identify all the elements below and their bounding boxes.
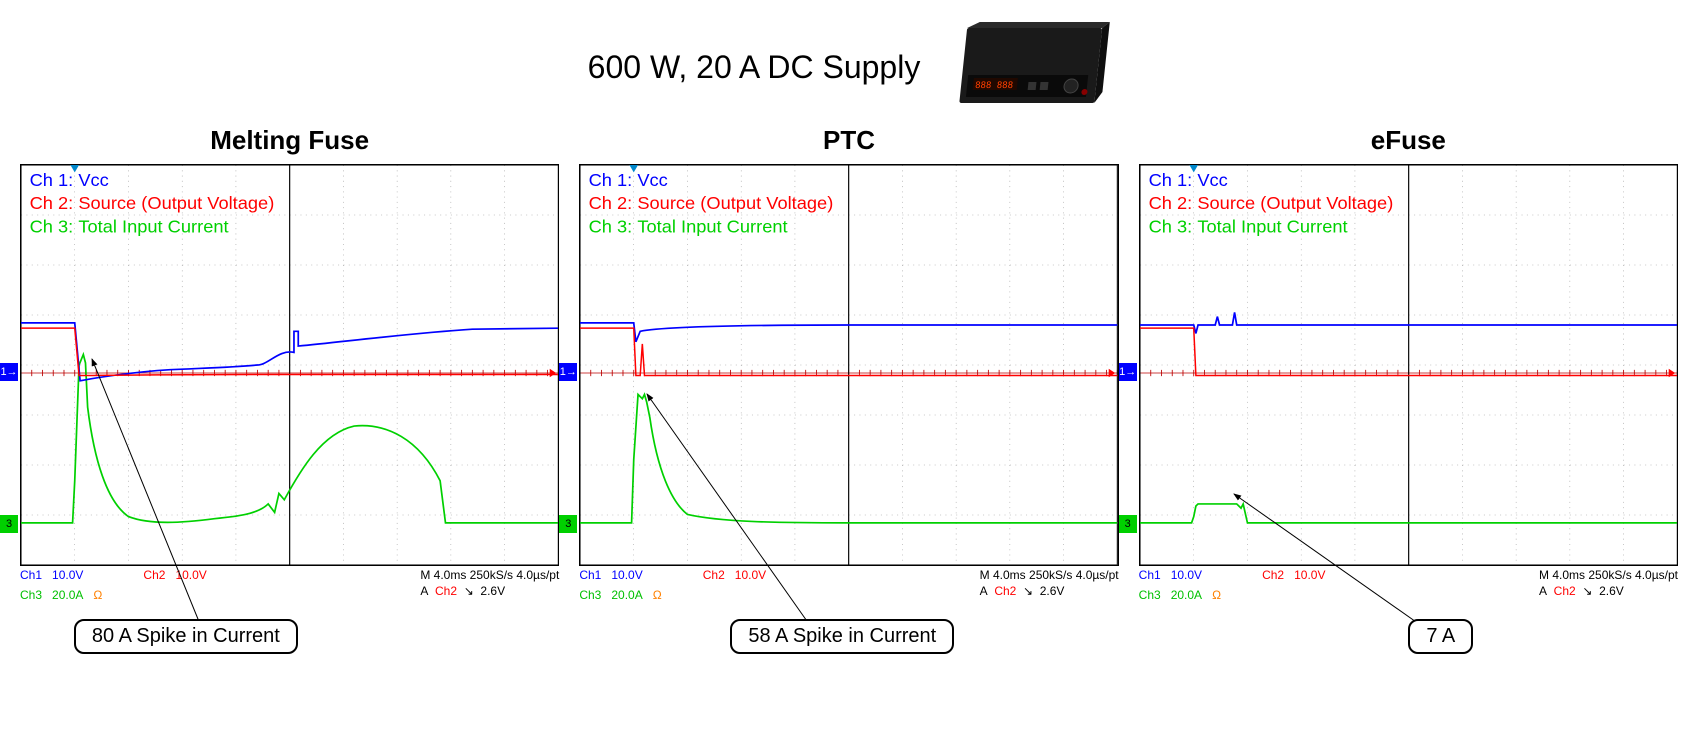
scope-screen: Ch 1: Vcc Ch 2: Source (Output Voltage) … (1139, 164, 1678, 566)
legend-ch1: Ch 1: Vcc (1148, 170, 1227, 190)
page-title: 600 W, 20 A DC Supply (588, 49, 921, 86)
ch1-marker-icon: 1→ (559, 363, 577, 381)
scope-panel: PTC 1→ 3 Ch 1: Vcc Ch 2: Source (Output … (579, 125, 1118, 603)
legend-ch3: Ch 3: Total Input Current (1148, 217, 1347, 237)
scope-screen: Ch 1: Vcc Ch 2: Source (Output Voltage) … (20, 164, 559, 566)
scope-panel: eFuse 1→ 3 Ch 1: Vcc Ch 2: Source (Outpu… (1139, 125, 1678, 603)
legend-ch3: Ch 3: Total Input Current (589, 217, 788, 237)
scope-footer: Ch1 10.0V Ch2 10.0V Ch3 20.0A Ω M 4.0ms … (20, 568, 559, 603)
legend-ch3: Ch 3: Total Input Current (30, 217, 229, 237)
callout-label: 58 A Spike in Current (730, 619, 954, 654)
callout-label: 7 A (1408, 619, 1473, 654)
scope-screen: Ch 1: Vcc Ch 2: Source (Output Voltage) … (579, 164, 1118, 566)
legend-ch1: Ch 1: Vcc (589, 170, 668, 190)
power-supply-icon: 888 888 (950, 20, 1110, 115)
scope-footer: Ch1 10.0V Ch2 10.0V Ch3 20.0A Ω M 4.0ms … (1139, 568, 1678, 603)
callout-label: 80 A Spike in Current (74, 619, 298, 654)
ch3-marker-icon: 3 (1119, 515, 1137, 533)
ch1-marker-icon: 1→ (1119, 363, 1137, 381)
legend-ch1: Ch 1: Vcc (30, 170, 109, 190)
scope-title: Melting Fuse (20, 125, 559, 156)
svg-text:888 888: 888 888 (975, 81, 1014, 91)
scope-title: PTC (579, 125, 1118, 156)
scope-footer: Ch1 10.0V Ch2 10.0V Ch3 20.0A Ω M 4.0ms … (579, 568, 1118, 603)
ch3-marker-icon: 3 (559, 515, 577, 533)
legend-ch2: Ch 2: Source (Output Voltage) (1148, 193, 1393, 213)
legend-ch2: Ch 2: Source (Output Voltage) (30, 193, 275, 213)
header: 600 W, 20 A DC Supply 888 888 (20, 20, 1678, 115)
ch3-marker-icon: 3 (0, 515, 18, 533)
scope-panel: Melting Fuse 1→ 3 Ch 1: Vcc Ch 2: Source… (20, 125, 559, 603)
legend-ch2: Ch 2: Source (Output Voltage) (589, 193, 834, 213)
scopes-row: Melting Fuse 1→ 3 Ch 1: Vcc Ch 2: Source… (20, 125, 1678, 603)
scope-title: eFuse (1139, 125, 1678, 156)
ch1-marker-icon: 1→ (0, 363, 18, 381)
